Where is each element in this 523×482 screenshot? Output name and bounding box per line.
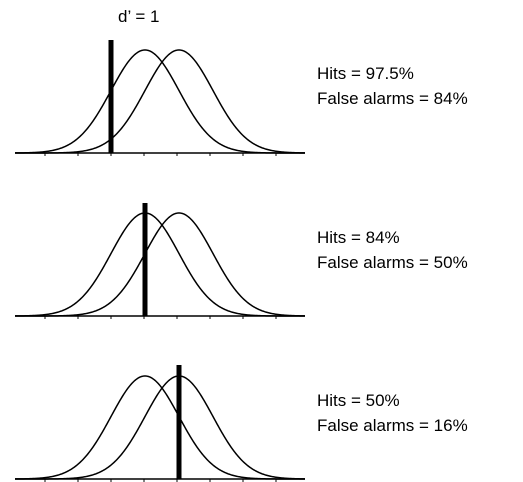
hits-label: Hits = 50% — [317, 391, 400, 410]
signal-distribution-curve — [15, 49, 306, 154]
panel-criterion-left: Hits = 97.5% False alarms = 84% — [14, 40, 468, 156]
diagram-title: d’ = 1 — [118, 7, 159, 26]
noise-distribution-curve — [14, 212, 305, 317]
false-alarms-label: False alarms = 16% — [317, 416, 468, 435]
false-alarms-label: False alarms = 84% — [317, 89, 468, 108]
signal-distribution-curve — [15, 212, 306, 317]
false-alarms-label: False alarms = 50% — [317, 253, 468, 272]
hits-label: Hits = 84% — [317, 228, 400, 247]
panel-criterion-right: Hits = 50% False alarms = 16% — [14, 365, 468, 482]
signal-distribution-curve — [15, 375, 306, 480]
noise-distribution-curve — [14, 375, 305, 480]
hits-label: Hits = 97.5% — [317, 64, 414, 83]
panel-criterion-middle: Hits = 84% False alarms = 50% — [14, 203, 468, 319]
noise-distribution-curve — [14, 49, 305, 154]
